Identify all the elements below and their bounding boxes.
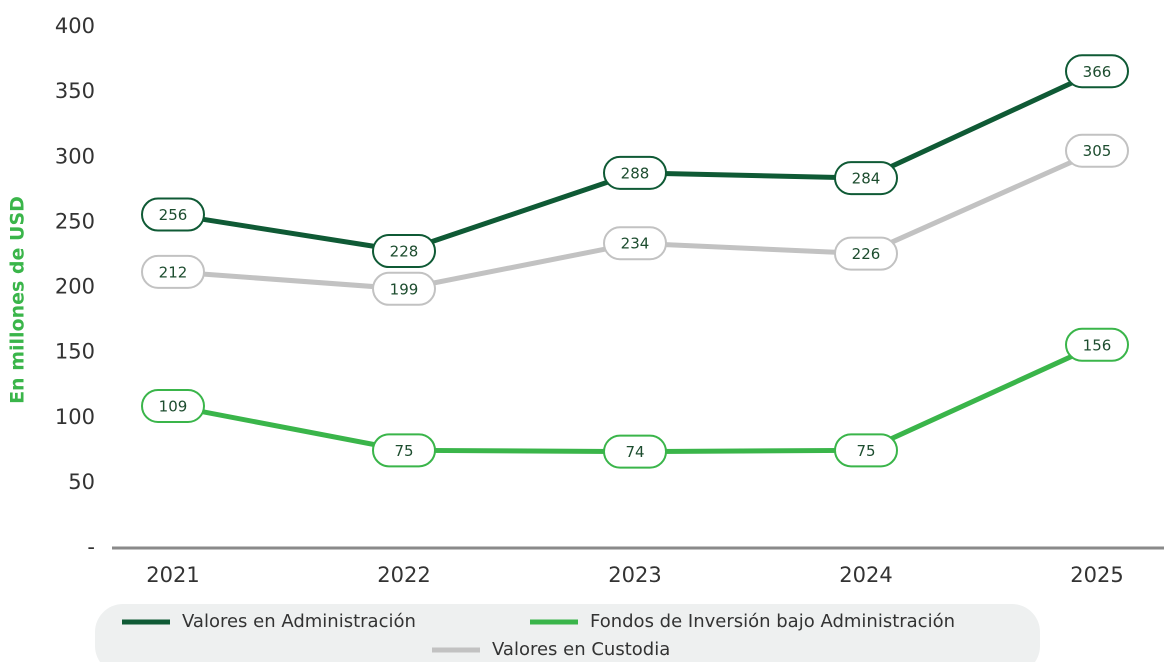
data-label: 212 — [141, 254, 205, 289]
y-tick-label: 100 — [55, 405, 95, 429]
y-tick-label: - — [87, 535, 95, 559]
x-tick-label: 2023 — [608, 563, 661, 587]
data-label-box — [1065, 54, 1129, 89]
data-label-text: 366 — [1083, 63, 1112, 81]
data-label-box — [372, 433, 436, 468]
legend-label: Valores en Administración — [182, 611, 416, 632]
data-label-box — [141, 197, 205, 232]
data-label: 305 — [1065, 133, 1129, 168]
data-label: 228 — [372, 234, 436, 269]
data-label: 75 — [372, 433, 436, 468]
data-label-text: 74 — [625, 443, 644, 461]
data-label-box — [1065, 327, 1129, 362]
data-label-box — [603, 155, 667, 190]
y-tick-label: 250 — [55, 209, 95, 233]
x-tick-label: 2024 — [839, 563, 892, 587]
data-label: 284 — [834, 161, 898, 196]
legend-label: Valores en Custodia — [492, 639, 670, 660]
data-label: 256 — [141, 197, 205, 232]
data-label-text: 234 — [621, 235, 650, 253]
data-label: 366 — [1065, 54, 1129, 89]
data-label-text: 75 — [394, 442, 413, 460]
data-label-text: 228 — [390, 243, 419, 261]
y-tick-label: 300 — [55, 144, 95, 168]
data-label-text: 288 — [621, 164, 650, 182]
data-label: 156 — [1065, 327, 1129, 362]
data-label-box — [834, 236, 898, 271]
x-tick-label: 2022 — [377, 563, 430, 587]
x-tick-label: 2025 — [1070, 563, 1123, 587]
data-label-text: 156 — [1083, 336, 1112, 354]
legend-box — [95, 604, 1040, 662]
data-label-box — [372, 271, 436, 306]
y-tick-label: 150 — [55, 340, 95, 364]
data-label-box — [603, 434, 667, 469]
data-label-text: 212 — [159, 263, 188, 281]
legend-label: Fondos de Inversión bajo Administración — [590, 611, 955, 632]
data-label: 75 — [834, 433, 898, 468]
data-label: 199 — [372, 271, 436, 306]
data-label-text: 109 — [159, 398, 188, 416]
data-label-box — [141, 389, 205, 424]
data-label: 288 — [603, 155, 667, 190]
data-label-text: 75 — [856, 442, 875, 460]
data-label-text: 284 — [852, 170, 881, 188]
data-label-box — [141, 254, 205, 289]
x-tick-label: 2021 — [146, 563, 199, 587]
y-tick-label: 400 — [55, 14, 95, 38]
data-label-text: 199 — [390, 280, 419, 298]
y-tick-label: 50 — [68, 470, 95, 494]
y-tick-label: 350 — [55, 79, 95, 103]
data-label: 109 — [141, 389, 205, 424]
y-tick-label: 200 — [55, 275, 95, 299]
data-label-text: 256 — [159, 206, 188, 224]
data-label: 74 — [603, 434, 667, 469]
data-label-box — [603, 226, 667, 261]
data-label-text: 226 — [852, 245, 881, 263]
data-label-box — [834, 433, 898, 468]
data-label-box — [834, 161, 898, 196]
data-label: 234 — [603, 226, 667, 261]
data-label-box — [1065, 133, 1129, 168]
data-label: 226 — [834, 236, 898, 271]
data-label-text: 305 — [1083, 142, 1112, 160]
data-label-box — [372, 234, 436, 269]
y-axis-label: En millones de USD — [7, 196, 29, 404]
